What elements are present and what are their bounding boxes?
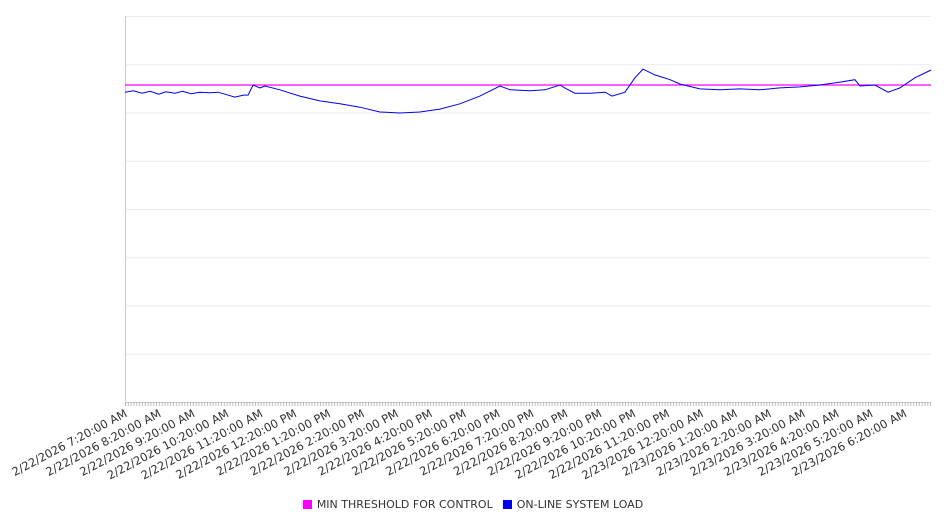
x-axis-ticks [125,402,932,406]
legend-label: MIN THRESHOLD FOR CONTROL [316,498,493,511]
legend-swatch-icon [302,500,312,509]
system-load-line [124,68,932,114]
legend-item-threshold[interactable]: MIN THRESHOLD FOR CONTROL [302,498,493,511]
legend-label: ON-LINE SYSTEM LOAD [516,498,644,511]
gridlines [125,16,931,403]
series-group [124,68,932,114]
legend: MIN THRESHOLD FOR CONTROL ON-LINE SYSTEM… [0,498,946,511]
legend-item-system-load[interactable]: ON-LINE SYSTEM LOAD [502,498,644,511]
x-axis-labels: 2/22/2026 7:20:00 AM2/22/2026 8:20:00 AM… [9,406,909,482]
legend-swatch-icon [502,500,512,509]
